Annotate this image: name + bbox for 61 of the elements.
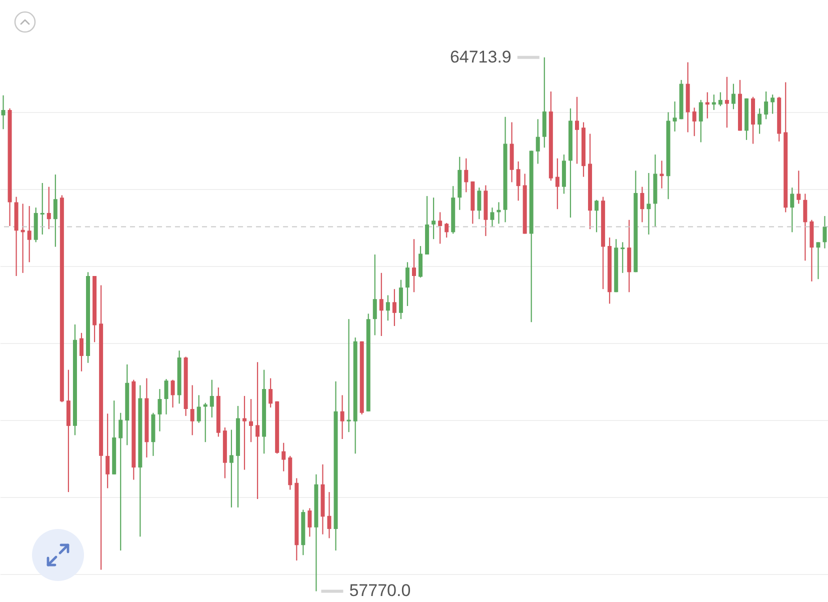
candlestick: [555, 158, 560, 210]
candlestick: [822, 215, 827, 249]
candlestick: [646, 172, 651, 236]
candlestick: [796, 170, 801, 204]
candlestick: [574, 96, 579, 164]
candlestick: [1, 94, 6, 130]
candlestick: [190, 384, 194, 436]
candlestick: [164, 378, 168, 415]
candlestick: [438, 212, 442, 244]
candlestick: [229, 429, 234, 508]
candlestick: [346, 318, 351, 433]
candlestick: [210, 379, 214, 418]
candlestick: [40, 182, 44, 236]
candlestick: [692, 107, 696, 137]
candlestick: [372, 254, 377, 336]
candlestick: [106, 413, 110, 489]
candlestick: [46, 186, 51, 230]
candlestick: [464, 158, 468, 193]
candlestick: [379, 272, 384, 337]
candlestick: [764, 90, 768, 120]
candlestick: [803, 193, 808, 262]
candlestick: [620, 242, 625, 274]
candlestick: [405, 262, 410, 307]
candlestick: [418, 245, 423, 278]
candlestick: [79, 332, 84, 372]
candlestick: [594, 199, 599, 233]
candlestick: [158, 388, 162, 432]
candlestick: [731, 83, 736, 110]
candlestick: [444, 222, 449, 238]
candlestick: [412, 238, 416, 293]
candlestick: [516, 160, 520, 202]
candlestick: [386, 294, 390, 322]
annotation: 64713.9: [450, 47, 512, 66]
candlestick: [698, 99, 703, 143]
candlestick: [640, 186, 644, 223]
candlestick: [724, 76, 729, 128]
candlestick: [327, 492, 332, 539]
candlestick: [268, 378, 273, 408]
candlestick: [758, 108, 762, 134]
candlestick: [392, 288, 396, 327]
candlestick: [282, 442, 286, 472]
candlestick: [536, 118, 540, 164]
candlestick: [196, 394, 201, 424]
candlestick: [249, 398, 254, 443]
annotation: 57770.0: [349, 581, 411, 600]
candlestick: [477, 187, 482, 220]
candlestick: [170, 379, 175, 408]
candlestick: [53, 174, 58, 248]
candlestick: [340, 394, 344, 440]
candlestick: [718, 92, 722, 107]
candlestick: [490, 207, 494, 228]
candlestick: [308, 508, 312, 538]
candlestick: [770, 94, 775, 114]
candlestick: [816, 242, 820, 280]
candlestick: [790, 187, 794, 233]
candlestick: [672, 100, 677, 132]
candlestick: [118, 412, 123, 552]
candlestick: [242, 395, 246, 470]
candlestick: [27, 206, 32, 263]
candlestick: [256, 362, 260, 500]
candlestick: [432, 197, 436, 240]
